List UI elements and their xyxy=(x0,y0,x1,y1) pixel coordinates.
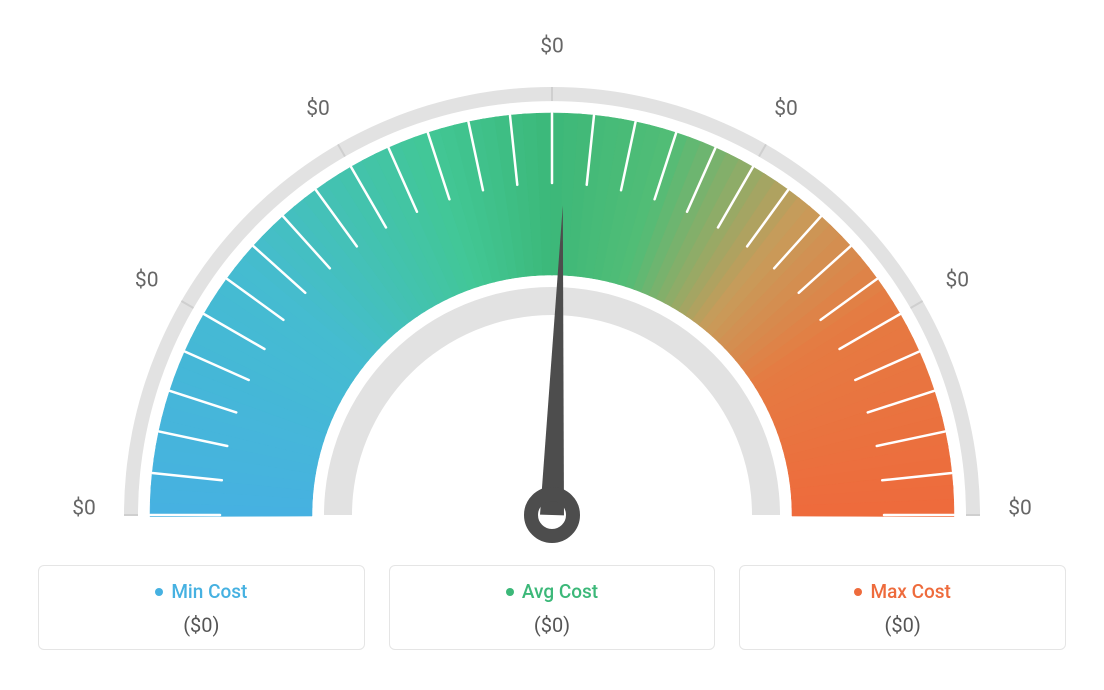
gauge-tick-label: $0 xyxy=(306,97,330,121)
legend-value-min: ($0) xyxy=(39,613,364,637)
legend-label-text: Avg Cost xyxy=(522,580,598,603)
legend-card-max: Max Cost ($0) xyxy=(739,565,1066,650)
gauge-tick-label: $0 xyxy=(1008,497,1032,521)
gauge-tick-label: $0 xyxy=(540,35,564,59)
legend-value-avg: ($0) xyxy=(390,613,715,637)
legend-label-min: Min Cost xyxy=(155,580,247,603)
legend: Min Cost ($0) Avg Cost ($0) Max Cost ($0… xyxy=(0,565,1104,650)
legend-label-avg: Avg Cost xyxy=(506,580,598,603)
dot-icon xyxy=(155,588,163,596)
gauge-tick-label: $0 xyxy=(72,497,96,521)
legend-card-avg: Avg Cost ($0) xyxy=(389,565,716,650)
legend-label-text: Max Cost xyxy=(870,580,950,603)
legend-label-text: Min Cost xyxy=(171,580,247,603)
cost-gauge: $0 $0 $0 $0 $0 $0 $0 xyxy=(0,0,1104,552)
legend-label-max: Max Cost xyxy=(854,580,950,603)
legend-card-min: Min Cost ($0) xyxy=(38,565,365,650)
legend-value-max: ($0) xyxy=(740,613,1065,637)
dot-icon xyxy=(854,588,862,596)
gauge-tick-label: $0 xyxy=(945,269,969,293)
gauge-tick-label: $0 xyxy=(135,269,159,293)
gauge-tick-label: $0 xyxy=(774,97,798,121)
dot-icon xyxy=(506,588,514,596)
